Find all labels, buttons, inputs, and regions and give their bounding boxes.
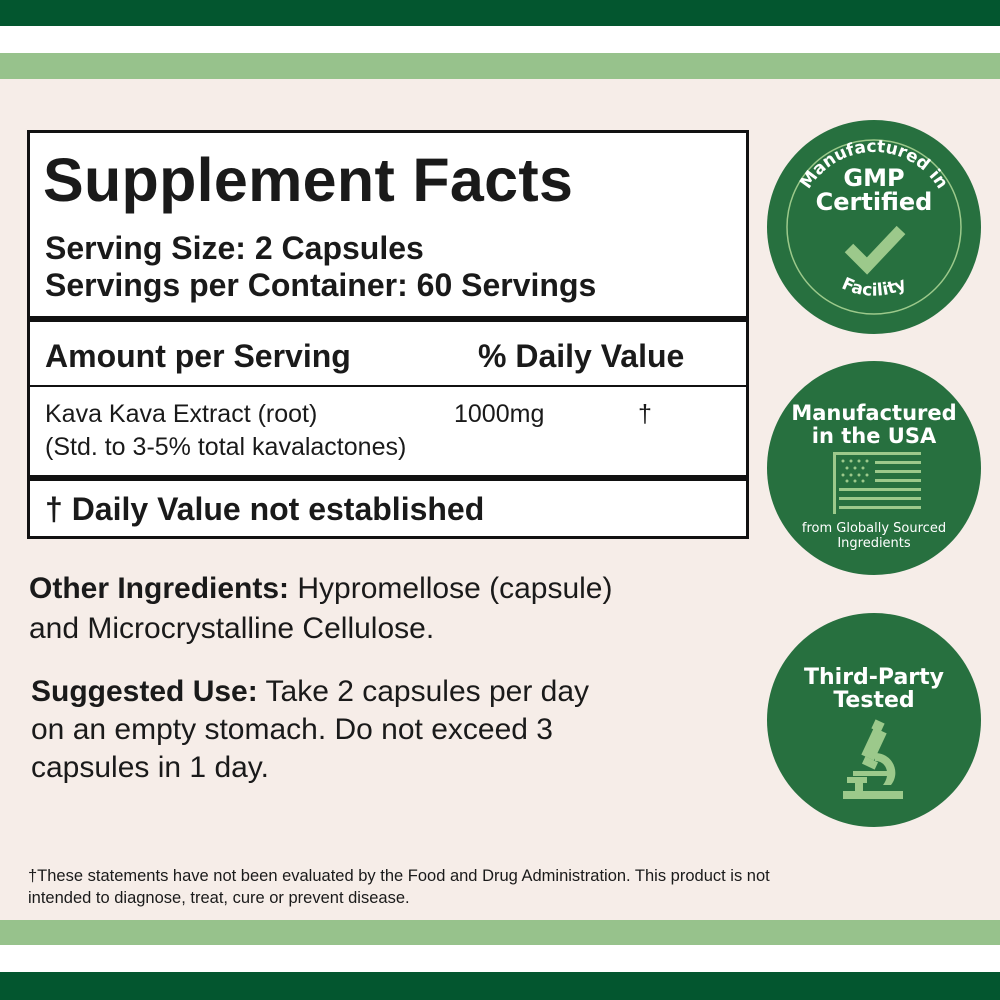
suggested-use-text: capsules in 1 day. xyxy=(31,751,269,784)
badge-title: Certified xyxy=(815,188,933,216)
ingredient-amount: 1000mg xyxy=(454,400,545,428)
gmp-certified-badge: Manufactured in Facility GMP Certified xyxy=(767,120,981,334)
other-ingredients-label: Other Ingredients: xyxy=(29,572,290,605)
facts-title: Supplement Facts xyxy=(43,146,574,214)
bottom-white-band xyxy=(0,945,1000,972)
badge-subtitle: Ingredients xyxy=(837,536,911,551)
top-light-band xyxy=(0,53,1000,79)
top-white-band xyxy=(0,26,1000,53)
us-flag-icon xyxy=(833,452,921,514)
svg-text:Facility: Facility xyxy=(839,274,909,301)
divider xyxy=(30,475,746,481)
badge-title: in the USA xyxy=(811,424,937,448)
other-ingredients-text: Hypromellose (capsule) xyxy=(289,572,613,605)
header-amount: Amount per Serving xyxy=(45,338,351,374)
made-in-usa-badge: Manufactured in the USA from Globally So… xyxy=(767,361,981,575)
microscope-icon xyxy=(843,719,903,799)
disclaimer-line: †These statements have not been evaluate… xyxy=(28,867,770,885)
ingredient-name: Kava Kava Extract (root) xyxy=(45,400,318,428)
serving-size: Serving Size: 2 Capsules xyxy=(45,230,424,266)
bottom-dark-band xyxy=(0,972,1000,1000)
suggested-use-text: on an empty stomach. Do not exceed 3 xyxy=(31,713,553,746)
divider xyxy=(30,385,746,387)
checkmark-icon xyxy=(844,225,906,275)
dv-note: † Daily Value not established xyxy=(45,491,485,527)
badge-subtitle: from Globally Sourced xyxy=(801,521,947,536)
other-ingredients: Other Ingredients: Hypromellose (capsule… xyxy=(29,569,612,649)
badge-bottom-text: Facility xyxy=(839,274,909,301)
bottom-light-band xyxy=(0,920,1000,945)
disclaimer-line: intended to diagnose, treat, cure or pre… xyxy=(28,889,410,907)
badge-title: Manufactured xyxy=(791,401,957,425)
header-daily-value: % Daily Value xyxy=(478,338,685,374)
suggested-use-text: Take 2 capsules per day xyxy=(257,675,590,708)
badge-ring: Manufactured in Facility xyxy=(786,137,962,315)
ingredient-detail: (Std. to 3-5% total kavalactones) xyxy=(45,433,407,461)
servings-per-container: Servings per Container: 60 Servings xyxy=(45,267,597,303)
suggested-use: Suggested Use: Take 2 capsules per day o… xyxy=(31,673,589,787)
third-party-tested-badge: Third-Party Tested xyxy=(767,613,981,827)
disclaimer: †These statements have not been evaluate… xyxy=(28,865,770,909)
other-ingredients-text: and Microcrystalline Cellulose. xyxy=(29,612,435,645)
divider xyxy=(30,316,746,322)
top-dark-band xyxy=(0,0,1000,26)
badge-title: Third-Party xyxy=(803,665,945,690)
supplement-facts-panel: Supplement Facts Serving Size: 2 Capsule… xyxy=(27,130,749,539)
badge-title: GMP xyxy=(843,164,905,192)
badge-title: Tested xyxy=(833,688,915,713)
ingredient-dv: † xyxy=(638,400,652,428)
suggested-use-label: Suggested Use: xyxy=(31,675,258,708)
